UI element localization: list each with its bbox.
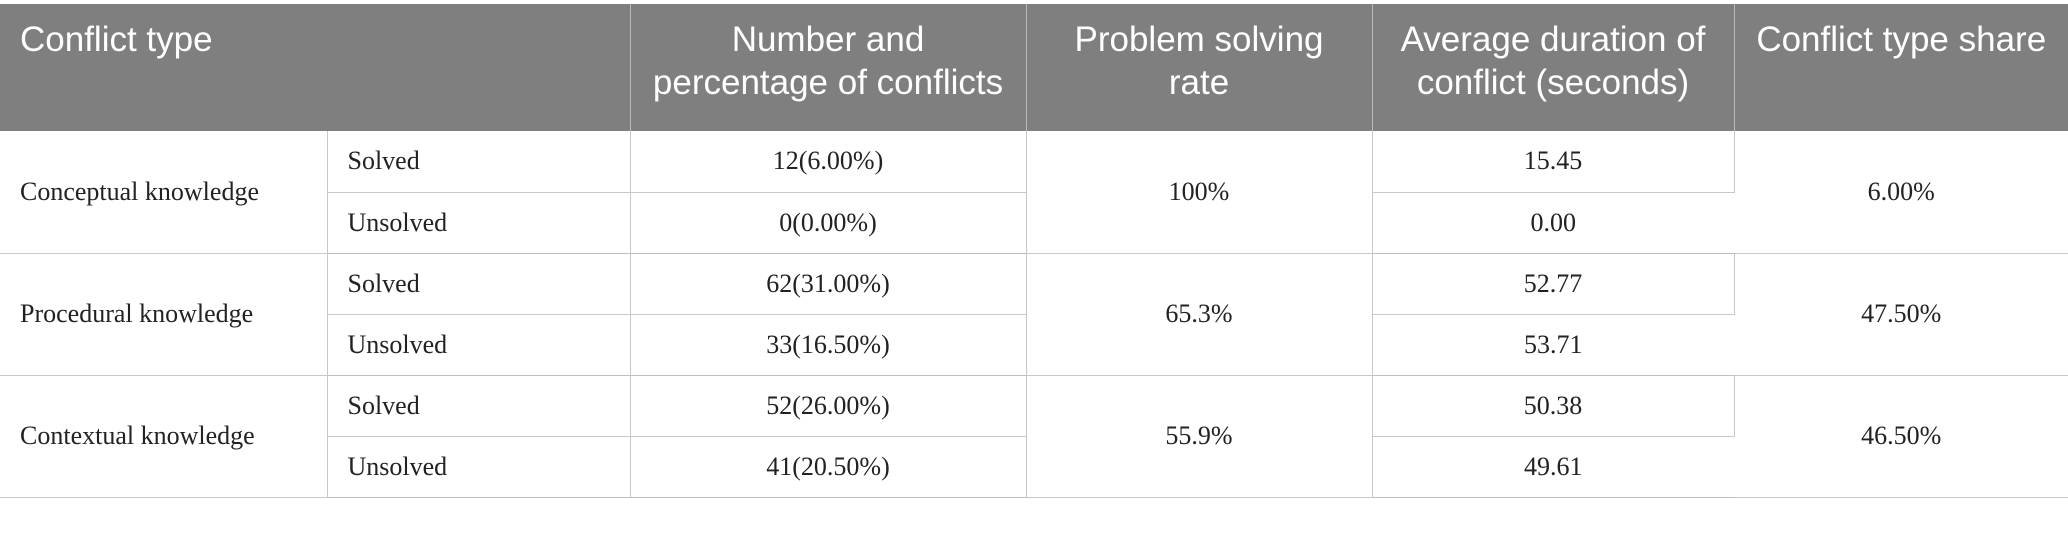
count-cell: 12(6.00%) (630, 131, 1027, 193)
table-header: Conflict type Number and percentage of c… (0, 4, 2068, 131)
duration-cell: 53.71 (1372, 314, 1734, 376)
header-problem-solving-rate: Problem solving rate (1026, 4, 1373, 131)
table-row: Conceptual knowledge Solved 12(6.00%) 10… (0, 131, 2068, 254)
header-type-share: Conflict type share (1734, 4, 2068, 131)
type-share-cell: 6.00% (1734, 131, 2068, 254)
status-cell: Solved (327, 131, 631, 193)
solving-rate-cell: 100% (1026, 131, 1373, 254)
table-row: Unsolved 0(0.00%) 0.00 (0, 192, 2068, 254)
duration-cell: 49.61 (1372, 436, 1734, 498)
conflict-type-cell: Procedural knowledge (0, 253, 328, 376)
table-row: Contextual knowledge Solved 52(26.00%) 5… (0, 375, 2068, 498)
status-cell: Solved (327, 375, 631, 437)
header-number-percentage: Number and percentage of conflicts (630, 4, 1027, 131)
count-cell: 0(0.00%) (630, 192, 1027, 254)
conflict-type-cell: Contextual knowledge (0, 375, 328, 498)
duration-cell: 52.77 (1372, 253, 1735, 315)
duration-cell: 15.45 (1372, 131, 1735, 193)
header-average-duration: Average duration of conflict (seconds) (1372, 4, 1735, 131)
solving-rate-cell: 55.9% (1026, 375, 1373, 498)
duration-cell: 0.00 (1372, 192, 1734, 254)
table-row: Unsolved 33(16.50%) 53.71 (0, 314, 2068, 376)
count-cell: 62(31.00%) (630, 253, 1027, 315)
count-cell: 52(26.00%) (630, 375, 1027, 437)
conflict-type-cell: Conceptual knowledge (0, 131, 328, 254)
solving-rate-cell: 65.3% (1026, 253, 1373, 376)
count-cell: 33(16.50%) (630, 314, 1027, 376)
count-cell: 41(20.50%) (630, 436, 1027, 498)
status-cell: Unsolved (327, 314, 631, 376)
status-cell: Solved (327, 253, 631, 315)
table-row: Procedural knowledge Solved 62(31.00%) 6… (0, 253, 2068, 376)
header-row: Conflict type Number and percentage of c… (0, 4, 2068, 131)
conflict-table: Conflict type Number and percentage of c… (0, 4, 2068, 498)
status-cell: Unsolved (327, 436, 631, 498)
duration-cell: 50.38 (1372, 375, 1735, 437)
table-body: Conceptual knowledge Solved 12(6.00%) 10… (0, 131, 2068, 498)
status-cell: Unsolved (327, 192, 631, 254)
type-share-cell: 47.50% (1734, 253, 2068, 376)
table-row: Unsolved 41(20.50%) 49.61 (0, 436, 2068, 498)
header-conflict-type: Conflict type (0, 4, 631, 131)
type-share-cell: 46.50% (1734, 375, 2068, 498)
